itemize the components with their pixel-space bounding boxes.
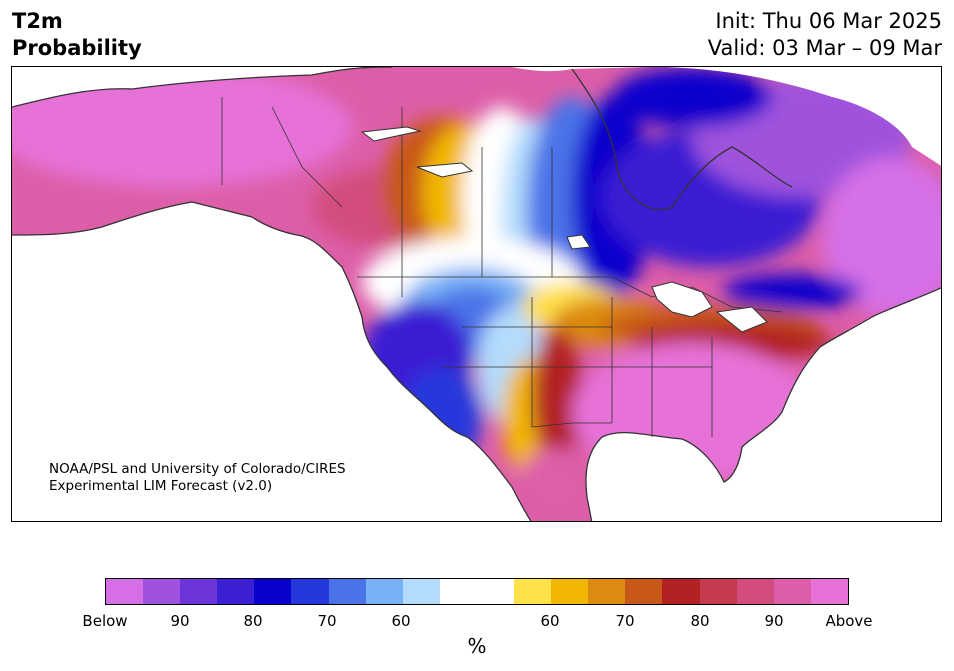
chart-title: T2m Probability	[12, 8, 142, 62]
colorbar-segment	[143, 579, 181, 604]
colorbar-segment	[588, 579, 626, 604]
colorbar-tick-label: 70	[615, 612, 635, 630]
title-line-1: T2m	[12, 9, 63, 33]
colorbar-segment	[662, 579, 700, 604]
colorbar-tick-label: 90	[764, 612, 784, 630]
colorbar-segment	[217, 579, 255, 604]
init-date: Init: Thu 06 Mar 2025	[715, 9, 942, 33]
colorbar-segment	[365, 579, 403, 604]
colorbar-tick-label: 80	[243, 612, 263, 630]
colorbar-segment	[810, 579, 848, 604]
map-svg	[12, 67, 941, 521]
colorbar-tick-label: Below	[82, 612, 128, 630]
colorbar-segment	[514, 579, 552, 604]
colorbar-segment	[551, 579, 589, 604]
land-fill	[12, 67, 941, 521]
colorbar-segment	[402, 579, 440, 604]
colorbar-segment	[254, 579, 292, 604]
colorbar-tick-label: 60	[391, 612, 411, 630]
title-line-2: Probability	[12, 36, 142, 60]
probability-map	[11, 66, 942, 522]
colorbar	[105, 578, 849, 605]
colorbar-tick-label: 70	[317, 612, 337, 630]
colorbar-tick-label: 60	[540, 612, 560, 630]
credit-line-1: NOAA/PSL and University of Colorado/CIRE…	[49, 461, 346, 477]
colorbar-tick-label: Above	[825, 612, 873, 630]
colorbar-tick-label: 90	[170, 612, 190, 630]
colorbar-segment	[328, 579, 366, 604]
lakes	[360, 126, 768, 333]
colorbar-segment	[439, 579, 477, 604]
colorbar-segment	[291, 579, 329, 604]
colorbar-segment	[773, 579, 811, 604]
colorbar-segment	[476, 579, 515, 604]
colorbar-segment	[736, 579, 774, 604]
forecast-dates: Init: Thu 06 Mar 2025 Valid: 03 Mar – 09…	[708, 8, 942, 62]
colorbar-segment	[180, 579, 218, 604]
credit-text: NOAA/PSL and University of Colorado/CIRE…	[49, 461, 346, 495]
colorbar-segment	[106, 579, 144, 604]
colorbar-segment	[699, 579, 737, 604]
coastlines	[12, 67, 941, 521]
credit-line-2: Experimental LIM Forecast (v2.0)	[49, 478, 273, 494]
units-label: %	[467, 634, 487, 658]
valid-range: Valid: 03 Mar – 09 Mar	[707, 36, 942, 60]
colorbar-tick-label: 80	[690, 612, 710, 630]
colorbar-segment	[625, 579, 663, 604]
